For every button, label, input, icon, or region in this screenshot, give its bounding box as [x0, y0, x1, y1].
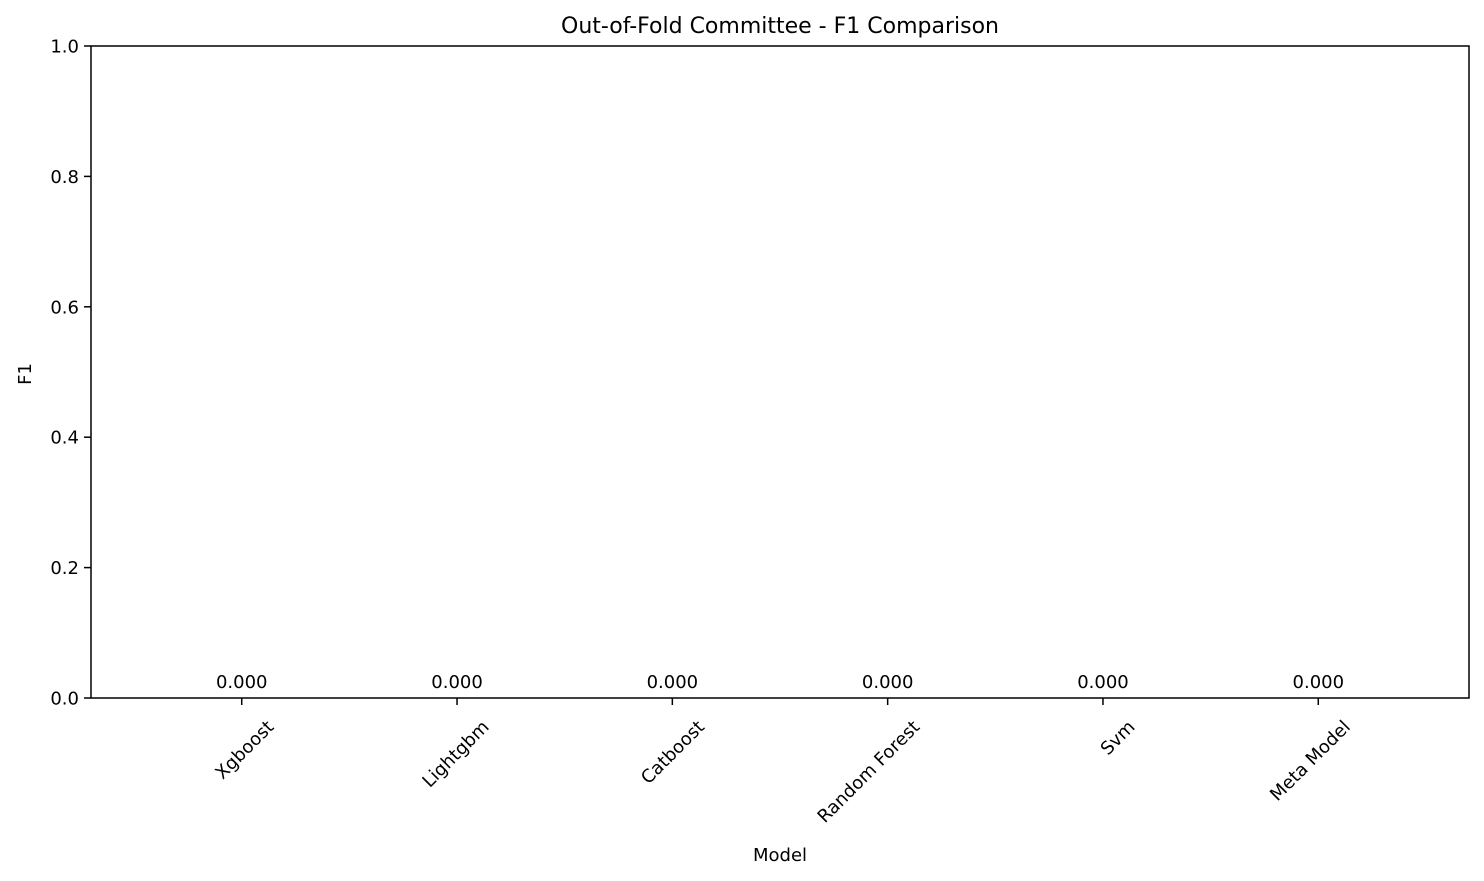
bar-value-label: 0.000 — [431, 672, 483, 693]
bar-value-label: 0.000 — [647, 672, 699, 693]
data-labels-group: 0.000 0.000 0.000 0.000 0.000 0.000 — [216, 672, 1344, 693]
bar-value-label: 0.000 — [1077, 672, 1129, 693]
plot-area-frame — [90, 45, 1470, 699]
y-tick-label: 0.2 — [50, 558, 79, 579]
y-tick-label: 0.8 — [50, 167, 79, 188]
y-tick-label: 0.4 — [50, 428, 79, 449]
bar-value-label: 0.000 — [1293, 672, 1345, 693]
x-axis-label: Model — [753, 845, 807, 866]
y-tick-label: 1.0 — [50, 37, 79, 58]
bar-value-label: 0.000 — [216, 672, 268, 693]
bar-value-label: 0.000 — [862, 672, 914, 693]
chart-title: Out-of-Fold Committee - F1 Comparison — [561, 14, 999, 39]
y-axis-ticks: 0.0 0.2 0.4 0.6 0.8 1.0 — [50, 37, 91, 710]
y-axis-label: F1 — [15, 363, 36, 385]
y-tick-label: 0.0 — [50, 689, 79, 710]
y-tick-label: 0.6 — [50, 297, 79, 318]
